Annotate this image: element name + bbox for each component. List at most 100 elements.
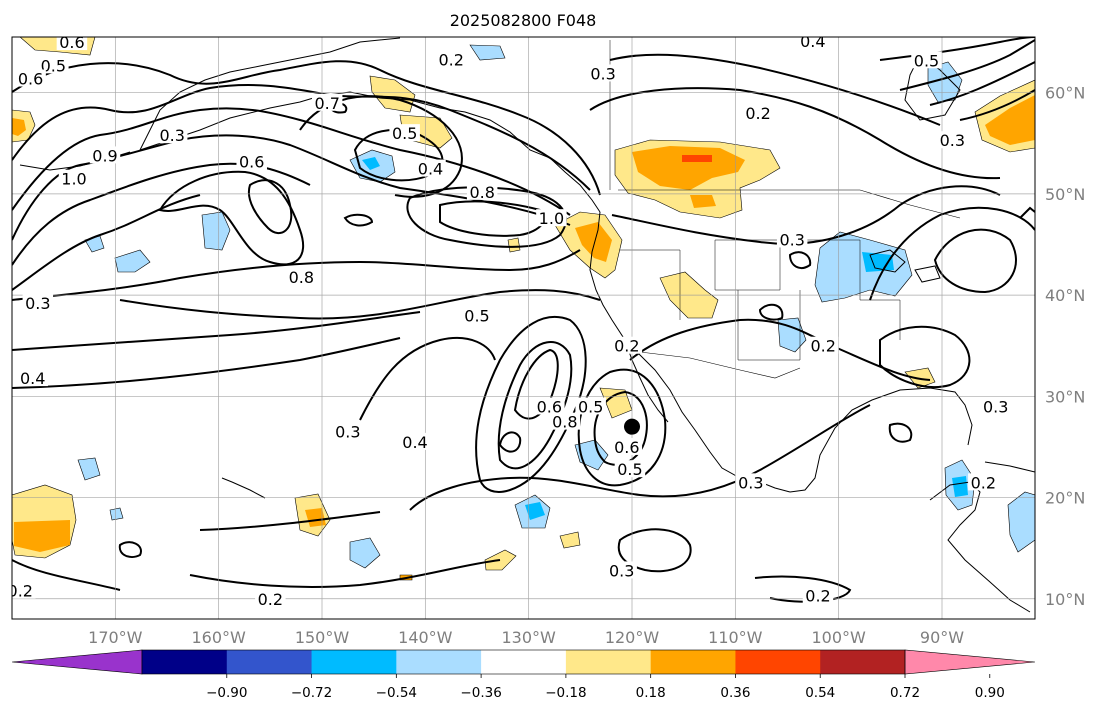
contour-line (879, 37, 1035, 61)
lat-tick-label: 10°N (1045, 590, 1085, 609)
contour-label-bg (911, 51, 942, 69)
contour-label: 0.5 (578, 397, 603, 416)
contour-line (589, 87, 1001, 180)
contour-label: 0.5 (617, 460, 642, 479)
contour-label: 0.3 (159, 126, 184, 145)
contour-label-bg (15, 69, 46, 87)
anomaly-patch (109, 507, 124, 521)
anomaly-patch (369, 75, 416, 113)
anomaly-patch (777, 317, 807, 353)
contour-line (343, 213, 374, 227)
map-frame (11, 36, 1036, 620)
lat-tick-label: 20°N (1045, 489, 1085, 508)
colorbar-outline (141, 649, 906, 675)
alaska-north (139, 37, 401, 151)
contour-label: 0.6 (537, 397, 562, 416)
anomaly-patch (305, 508, 326, 527)
contour-line (12, 337, 401, 389)
colorbar-segment (735, 650, 821, 674)
contour-label-bg (980, 397, 1011, 415)
anomaly-patch (575, 222, 612, 262)
colorbar-segment (820, 650, 906, 674)
contour-line (754, 575, 852, 603)
anomaly-patch (862, 252, 894, 272)
contour-label-bg (968, 473, 999, 491)
contour-line (498, 431, 522, 453)
contour-line (611, 185, 1001, 245)
contours (12, 37, 1035, 603)
contour-label-bg (611, 336, 643, 354)
lon-tick-label: 100°W (811, 628, 866, 647)
contour-label: 0.2 (614, 337, 639, 356)
lon-tick-label: 130°W (501, 628, 556, 647)
anomaly-patch (559, 531, 581, 549)
contour-label-bg (807, 336, 839, 354)
anomaly-patch (349, 537, 381, 569)
contour-label-bg (22, 294, 54, 312)
lon-tick-label: 150°W (295, 628, 350, 647)
contour-label-bg (575, 397, 606, 415)
colorbar-tick-label: −0.54 (376, 685, 417, 701)
contour-label-bg (614, 460, 646, 478)
contour-label: 0.5 (464, 306, 489, 325)
contour-label: 1.0 (61, 170, 86, 189)
contour-label-bg (236, 152, 267, 170)
contour-line (593, 390, 648, 466)
colorbar-segment (565, 650, 652, 674)
contour-label: 0.4 (800, 32, 825, 51)
gulf-coast (789, 387, 973, 493)
contour-line (1019, 206, 1035, 219)
lon-tick-label: 170°W (88, 628, 143, 647)
colorbar-tick-label: −0.18 (545, 685, 586, 701)
contour-line (118, 541, 142, 558)
contour-line (869, 206, 1035, 301)
contour-label-bg (311, 93, 343, 111)
lon-tick-label: 110°W (708, 628, 763, 647)
contour-label-bg (56, 37, 88, 51)
contour-line (189, 559, 501, 588)
contour-label-bg (606, 561, 637, 579)
hudson-bay (904, 54, 961, 121)
anomaly-patch (362, 157, 380, 170)
colorbar-segment (226, 650, 313, 674)
anomaly-patch (469, 44, 506, 61)
contour-label-bg (735, 473, 767, 491)
anomaly-patch (632, 146, 745, 190)
anomaly-patch (682, 155, 712, 162)
contour-label-bg (17, 369, 48, 387)
anomaly-patch (114, 249, 151, 273)
contour-label: 0.7 (314, 94, 339, 113)
contour-label: 0.3 (335, 423, 360, 442)
contour-label: 0.2 (8, 582, 33, 601)
contour-line (158, 170, 305, 266)
contour-label-bg (58, 169, 90, 187)
colorbar-segment (650, 650, 736, 674)
cuba (984, 461, 1035, 473)
contour-label: 0.3 (983, 397, 1008, 416)
longitude-tick-labels: 170°W 160°W 150°W 140°W 130°W 120°W 110°W 100°W… (88, 628, 964, 647)
contour-label-bg (549, 412, 581, 430)
us-canada-border (618, 189, 961, 219)
contour-label-bg (742, 103, 774, 121)
contour-label: 0.3 (738, 473, 763, 492)
map-area: 0.60.50.61.00.90.30.60.70.50.40.20.30.81… (8, 32, 1035, 619)
contour-label-bg (776, 230, 808, 248)
contour-label-bg (38, 56, 69, 74)
contour-label: 0.2 (810, 337, 835, 356)
contour-label-bg (937, 131, 968, 149)
contour-label: 0.8 (469, 183, 494, 202)
colorbar-tick-label: 0.36 (720, 685, 750, 701)
colorbar-tick-label: −0.90 (206, 685, 247, 701)
contour-label-bg (797, 37, 829, 50)
contour-label-bg (255, 589, 286, 607)
contour-label: 0.3 (779, 230, 804, 249)
contour-label-bg (89, 146, 121, 164)
contour-label: 0.2 (805, 587, 830, 606)
colorbar-segment (481, 650, 567, 674)
contour-line (359, 336, 496, 421)
contour-label-bg (534, 397, 565, 415)
gridlines (12, 37, 1035, 619)
contour-labels: 0.60.50.61.00.90.30.60.70.50.40.20.30.81… (8, 32, 1011, 609)
contour-line (12, 194, 201, 291)
contour-line (513, 348, 559, 420)
